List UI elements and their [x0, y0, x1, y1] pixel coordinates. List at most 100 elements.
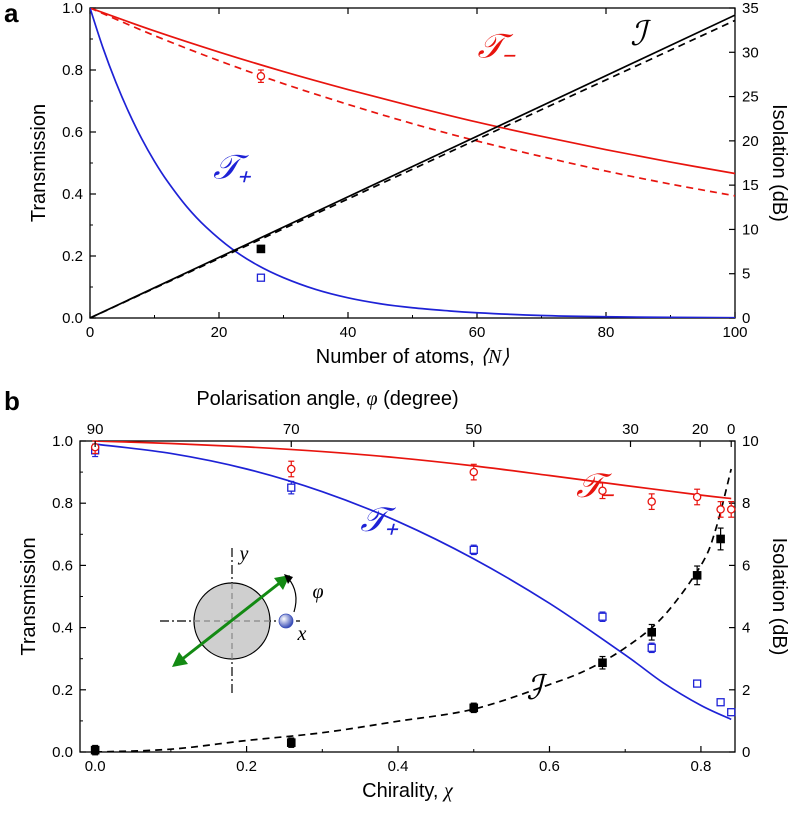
y-tick-label-b: 0.6	[52, 557, 73, 574]
series-line-b-1	[95, 443, 732, 721]
x-axis-title-symbol-a: ⟨N⟩	[480, 346, 509, 368]
y2-tick-label-a: 15	[742, 177, 759, 194]
inset-polarisation-arrow	[175, 576, 287, 666]
data-point-b-13	[692, 492, 702, 502]
panel-a-chart: 0 20 40 60 80 100 0.0 0.2 0.4 0.6 0.8 1.0 0 5 10 15 20 25…	[28, 0, 790, 368]
x2-axis-title-part-1: φ	[366, 388, 377, 410]
x2-tick-label-b: 20	[692, 421, 709, 438]
data-point-b-9	[287, 464, 296, 474]
inset-atom-sphere	[278, 613, 294, 629]
x-tick-label-b: 0.0	[85, 758, 106, 775]
y-tick-label-b: 0.2	[52, 682, 73, 699]
data-point-b-10	[469, 467, 479, 477]
series-line-b-2	[95, 468, 733, 752]
curve-label-a-2: ℐ	[630, 16, 651, 53]
series-line-a-1	[90, 8, 735, 197]
curve-label-b-0: 𝒯₋	[576, 468, 614, 505]
y-tick-label-a: 0.4	[62, 186, 83, 203]
inset-angle-arrowhead	[284, 574, 293, 584]
y2-tick-label-a: 25	[742, 89, 759, 106]
data-point-b-3	[598, 612, 607, 621]
x-tick-label-b: 0.6	[539, 758, 560, 775]
y-tick-label-b: 1.0	[52, 433, 73, 450]
inset-label-x: x	[297, 623, 307, 645]
plot-area-a	[90, 8, 735, 318]
x-axis-title-b: Chirality, χ	[362, 780, 454, 802]
x2-tick-label-b: 50	[465, 421, 482, 438]
y-axis-title-a: Transmission	[28, 104, 50, 222]
data-point-b-21	[692, 571, 702, 580]
y-tick-label-b: 0.0	[52, 744, 73, 761]
x2-axis-title-b: Polarisation angle, φ (degree)	[196, 388, 458, 410]
series-line-a-3	[90, 14, 735, 318]
y2-tick-label-a: 20	[742, 133, 759, 150]
data-point-b-14	[716, 505, 725, 514]
data-point-b-1	[287, 483, 296, 492]
curve-label-a-1: 𝒯₊	[213, 150, 251, 187]
x-tick-label-b: 0.4	[388, 758, 409, 775]
x-axis-title-text-b: Chirality,	[362, 780, 444, 802]
curve-label-a-0: 𝒯₋	[478, 29, 516, 66]
y2-tick-label-b: 2	[742, 682, 750, 699]
data-point-b-11	[598, 486, 607, 496]
x2-tick-label-b: 0	[727, 421, 735, 438]
y2-tick-label-a: 10	[742, 221, 759, 238]
y2-tick-label-b: 8	[742, 495, 750, 512]
x-tick-label-a: 80	[598, 324, 615, 341]
y2-tick-label-a: 30	[742, 44, 759, 61]
data-point-b-7	[727, 708, 736, 717]
data-point-b-2	[469, 545, 478, 554]
series-line-a-0	[90, 8, 735, 175]
x2-tick-label-b: 90	[87, 421, 104, 438]
data-point-b-12	[647, 497, 656, 506]
y-tick-label-a: 0.6	[62, 124, 83, 141]
y2-tick-label-b: 4	[742, 620, 750, 637]
series-line-a-2	[90, 8, 735, 318]
x-tick-label-a: 40	[340, 324, 357, 341]
inset-arrowhead-down	[172, 652, 188, 667]
plot-area-b	[95, 441, 733, 752]
x-tick-label-a: 100	[722, 324, 747, 341]
y-tick-label-b: 0.8	[52, 495, 73, 512]
inset-label-y: y	[238, 543, 249, 565]
curve-label-b-1: 𝒯₊	[360, 502, 398, 539]
y2-axis-title-a: Isolation (dB)	[768, 104, 790, 222]
data-point-a-0	[256, 71, 266, 81]
y-tick-label-a: 0.8	[62, 62, 83, 79]
data-point-b-4	[647, 643, 656, 652]
y-tick-label-a: 1.0	[62, 0, 83, 17]
series-line-b-0	[95, 441, 732, 500]
panel-letter-a: a	[4, 0, 19, 28]
series-line-a-4	[90, 19, 735, 318]
data-point-b-17	[286, 738, 296, 747]
y-tick-label-a: 0.2	[62, 248, 83, 265]
y2-tick-label-b: 0	[742, 744, 750, 761]
data-point-b-19	[598, 658, 607, 668]
x2-tick-label-b: 70	[283, 421, 300, 438]
x-tick-label-a: 0	[86, 324, 94, 341]
y2-tick-label-a: 0	[742, 310, 750, 327]
data-point-b-20	[647, 627, 657, 637]
x-tick-label-a: 60	[469, 324, 486, 341]
y-tick-label-b: 0.4	[52, 620, 73, 637]
data-point-b-16	[90, 745, 100, 755]
data-point-b-22	[716, 534, 725, 544]
x2-axis-title-part-0: Polarisation angle,	[196, 388, 366, 410]
x-tick-label-b: 0.2	[236, 758, 257, 775]
x2-tick-label-b: 30	[622, 421, 639, 438]
curve-label-b-2: ℐ	[526, 670, 547, 707]
data-point-b-15	[726, 505, 736, 514]
inset-label-angle: φ	[312, 581, 323, 603]
panel-b-chart: 0.0 0.2 0.4 0.6 0.8 0.0 0.2 0.4 0.6 0.8 1.0 0 2 4 6 8 10…	[18, 388, 790, 802]
x-tick-label-b: 0.8	[690, 758, 711, 775]
x-axis-title-symbol-b: χ	[442, 780, 454, 802]
y-axis-title-b: Transmission	[18, 537, 40, 655]
data-point-a-1	[256, 273, 266, 282]
data-point-a-2	[256, 244, 266, 254]
panel-letter-b: b	[4, 386, 20, 416]
inset-diagram: y xφ	[160, 543, 324, 693]
inset-angle-arc	[287, 577, 297, 613]
y2-tick-label-a: 35	[742, 0, 759, 17]
y-tick-label-a: 0.0	[62, 310, 83, 327]
